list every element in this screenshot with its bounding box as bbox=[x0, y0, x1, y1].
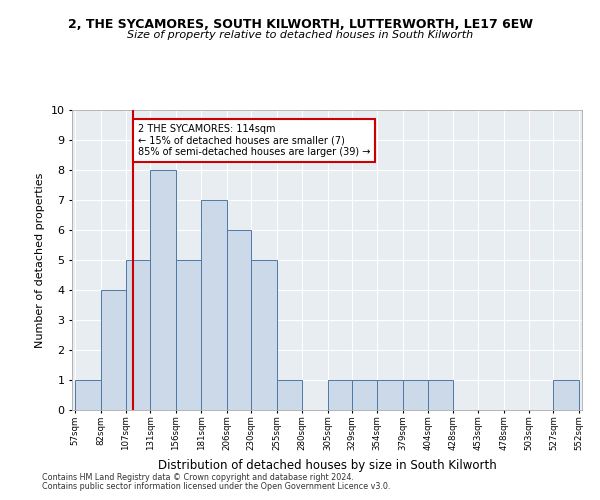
Bar bbox=[403, 380, 428, 410]
Bar bbox=[101, 290, 126, 410]
Bar bbox=[553, 380, 579, 410]
Bar bbox=[352, 380, 377, 410]
Bar bbox=[126, 260, 151, 410]
X-axis label: Distribution of detached houses by size in South Kilworth: Distribution of detached houses by size … bbox=[158, 459, 496, 472]
Y-axis label: Number of detached properties: Number of detached properties bbox=[35, 172, 45, 348]
Bar bbox=[151, 170, 176, 410]
Bar bbox=[75, 380, 101, 410]
Bar bbox=[201, 200, 227, 410]
Bar bbox=[176, 260, 201, 410]
Bar bbox=[428, 380, 453, 410]
Bar bbox=[377, 380, 403, 410]
Text: Contains HM Land Registry data © Crown copyright and database right 2024.: Contains HM Land Registry data © Crown c… bbox=[42, 473, 354, 482]
Text: 2 THE SYCAMORES: 114sqm
← 15% of detached houses are smaller (7)
85% of semi-det: 2 THE SYCAMORES: 114sqm ← 15% of detache… bbox=[138, 124, 371, 156]
Text: Size of property relative to detached houses in South Kilworth: Size of property relative to detached ho… bbox=[127, 30, 473, 40]
Text: 2, THE SYCAMORES, SOUTH KILWORTH, LUTTERWORTH, LE17 6EW: 2, THE SYCAMORES, SOUTH KILWORTH, LUTTER… bbox=[67, 18, 533, 30]
Text: Contains public sector information licensed under the Open Government Licence v3: Contains public sector information licen… bbox=[42, 482, 391, 491]
Bar bbox=[328, 380, 352, 410]
Bar bbox=[277, 380, 302, 410]
Bar bbox=[251, 260, 277, 410]
Bar bbox=[227, 230, 251, 410]
